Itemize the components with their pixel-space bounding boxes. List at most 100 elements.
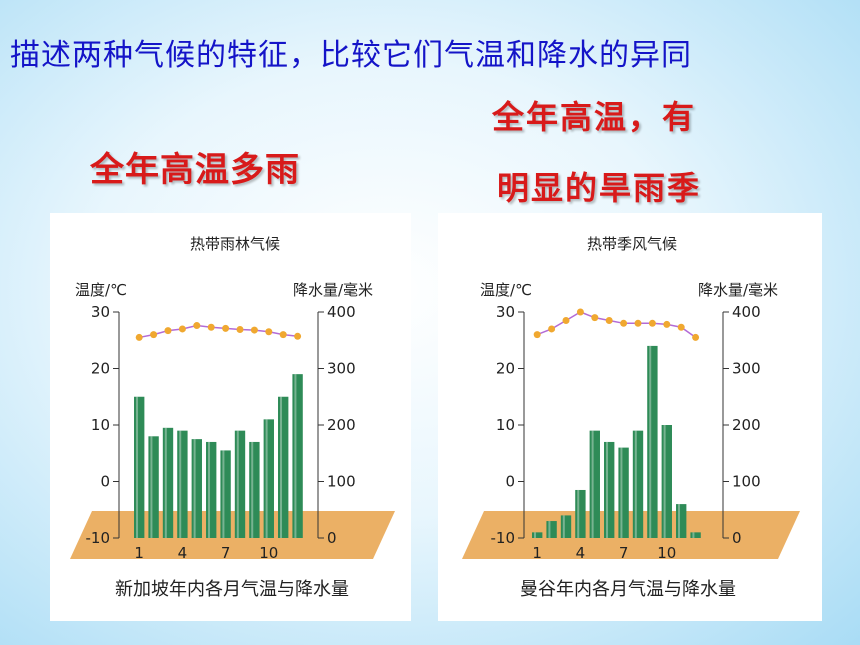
- precip-bar-highlight: [193, 439, 196, 538]
- precip-bar-month-6: [604, 441, 615, 538]
- precip-bar-highlight: [692, 532, 695, 538]
- precip-bar-highlight: [678, 504, 681, 538]
- right-tick-label: 200: [327, 416, 356, 434]
- temperature-point-month-1: [135, 333, 143, 341]
- left-tick-label: 30: [91, 303, 110, 321]
- right-tick-label: 400: [327, 303, 356, 321]
- temperature-point-month-12: [294, 332, 302, 340]
- precip-bar-month-7: [220, 450, 231, 538]
- temperature-point-month-10: [663, 320, 671, 328]
- right-tick-label: 300: [732, 360, 761, 378]
- temperature-point-month-10: [265, 328, 273, 336]
- precip-bar-highlight: [251, 441, 254, 538]
- temperature-point-month-9: [648, 319, 656, 327]
- precip-bar-highlight: [634, 430, 637, 538]
- x-tick-label: 10: [259, 544, 278, 562]
- monsoon-chart-panel: 热带季风气候 温度/℃ 降水量/毫米 30 20 10 0 -10 400 300 200 100 0 1…: [438, 213, 822, 621]
- left-tick-label: 10: [496, 416, 515, 434]
- precip-bar-month-11: [278, 396, 289, 538]
- temperature-line: [139, 324, 298, 339]
- x-tick-label: 7: [619, 544, 629, 562]
- slide-title: 描述两种气候的特征，比较它们气温和降水的异同: [10, 38, 692, 73]
- precip-bar-highlight: [164, 427, 167, 538]
- precip-bar-highlight: [179, 430, 182, 538]
- precip-bar-month-4: [177, 430, 188, 538]
- precip-bar-month-2: [546, 521, 557, 538]
- precip-bar-highlight: [534, 532, 537, 538]
- right-tick-label: 300: [327, 360, 356, 378]
- precip-bar-highlight: [591, 430, 594, 538]
- precip-bar-month-9: [647, 345, 658, 538]
- temperature-point-month-1: [533, 331, 541, 339]
- precip-bar-month-10: [661, 425, 672, 538]
- chart-title: 热带季风气候: [587, 235, 677, 253]
- precip-bar-month-4: [575, 489, 586, 538]
- left-tick-label: 30: [496, 303, 515, 321]
- temperature-point-month-6: [605, 316, 613, 324]
- left-tick-label: 20: [496, 360, 515, 378]
- monsoon-summary-label-line1: 全年高温，有: [492, 98, 697, 136]
- right-axis-label: 降水量/毫米: [698, 281, 778, 299]
- precip-bar-month-8: [234, 430, 246, 538]
- precip-bar-month-2: [148, 436, 159, 538]
- temperature-point-month-7: [620, 319, 628, 327]
- temperature-point-month-12: [692, 333, 700, 341]
- precip-bar-month-5: [191, 439, 202, 538]
- rainforest-chart-panel: 热带雨林气候 温度/℃ 降水量/毫米 30 20 10 0 -10 400 300 200 100 0 1…: [50, 213, 411, 621]
- left-tick-label: 20: [91, 360, 110, 378]
- left-tick-label: -10: [491, 529, 516, 547]
- right-axis-label: 降水量/毫米: [293, 281, 373, 299]
- precip-bar-month-10: [263, 419, 274, 538]
- right-tick-label: 100: [732, 473, 761, 491]
- left-axis-label: 温度/℃: [75, 281, 127, 299]
- right-tick-label: 400: [732, 303, 761, 321]
- rainforest-summary-label: 全年高温多雨: [90, 150, 300, 190]
- temperature-point-month-11: [677, 323, 685, 331]
- x-tick-label: 1: [532, 544, 542, 562]
- left-axis-label: 温度/℃: [480, 281, 532, 299]
- x-tick-label: 1: [134, 544, 144, 562]
- temperature-point-month-4: [178, 325, 186, 333]
- precip-bar-month-3: [162, 427, 174, 538]
- precip-bar-month-1: [532, 532, 543, 538]
- precip-bar-highlight: [562, 515, 565, 538]
- x-tick-label: 4: [178, 544, 188, 562]
- precip-bar-highlight: [577, 489, 580, 538]
- left-tick-label: 0: [100, 473, 110, 491]
- temperature-point-month-2: [150, 331, 158, 339]
- precip-bar-highlight: [150, 436, 153, 538]
- precip-bar-highlight: [663, 425, 666, 538]
- precip-bar-month-11: [676, 504, 687, 538]
- precip-bar-highlight: [208, 441, 211, 538]
- temperature-point-month-2: [548, 325, 556, 333]
- x-tick-label: 7: [221, 544, 231, 562]
- precip-bar-highlight: [280, 396, 283, 538]
- temperature-point-month-8: [236, 326, 244, 334]
- temperature-point-month-3: [562, 316, 570, 324]
- chart-caption: 曼谷年内各月气温与降水量: [520, 579, 736, 600]
- left-tick-label: -10: [86, 529, 111, 547]
- right-tick-label: 0: [327, 529, 337, 547]
- temperature-point-month-9: [250, 326, 258, 334]
- monsoon-summary-label-line2: 明显的旱雨季: [497, 169, 702, 207]
- right-tick-label: 200: [732, 416, 761, 434]
- precip-bar-month-1: [134, 396, 145, 538]
- temperature-point-month-11: [279, 331, 287, 339]
- temperature-point-month-3: [164, 327, 172, 335]
- temperature-point-month-8: [634, 319, 642, 327]
- precip-bar-month-6: [206, 441, 217, 538]
- precip-bar-highlight: [620, 447, 623, 538]
- x-tick-label: 4: [576, 544, 586, 562]
- chart-title: 热带雨林气候: [190, 235, 280, 253]
- precip-bar-month-12: [690, 532, 701, 538]
- precip-bar-month-9: [249, 441, 260, 538]
- temperature-point-month-7: [222, 324, 230, 332]
- left-tick-label: 0: [505, 473, 515, 491]
- precip-bar-month-12: [292, 374, 303, 538]
- chart-caption: 新加坡年内各月气温与降水量: [115, 579, 349, 600]
- left-tick-label: 10: [91, 416, 110, 434]
- precip-bar-highlight: [265, 419, 268, 538]
- right-tick-label: 100: [327, 473, 356, 491]
